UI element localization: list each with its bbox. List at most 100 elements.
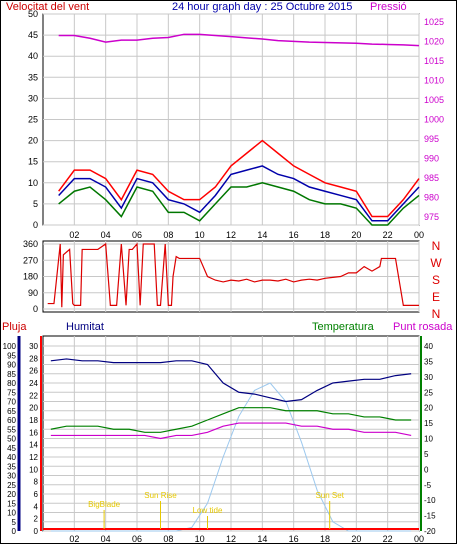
temperature-tick-label: 25 [424,388,433,397]
x-tick-label: 06 [132,534,142,544]
rain-tick-label: 2 [34,515,39,524]
humidity-tick-label: 70 [7,398,16,407]
x-tick-label: 20 [351,534,361,544]
humidity-tick-label: 50 [7,435,16,444]
x-tick-label: 14 [257,534,267,544]
low-line [58,182,420,226]
temperature-tick-label: 35 [424,357,433,366]
humidity-tick-label: 40 [7,453,16,462]
x-tick-label: 10 [195,534,205,544]
x-tick-label: 16 [289,534,299,544]
data-marks: BigBlade Sun Rise Low tide Sun Set [43,33,420,532]
humidity-tick-label: 60 [7,416,16,425]
axis-labels: 0202040406060808101012121414161618182020… [3,9,444,544]
x-tick-label: 04 [101,534,111,544]
x-tick-label: 20 [351,230,361,240]
pressure-tick-label: 1015 [424,56,444,66]
rain-tick-label: 0 [34,527,39,536]
wind-tick-label: 5 [33,199,38,209]
wind-tick-label: 15 [28,157,38,167]
x-tick-label: 10 [195,230,205,240]
dew-point-label: Punt rosada [393,321,453,333]
x-tick-label: 08 [163,230,173,240]
direction-tick-label: 360 [23,239,38,249]
rain-tick-label: 26 [29,367,38,376]
temperature-tick-label: -20 [424,527,436,536]
temperature-tick-label: -15 [424,512,436,521]
wind-tick-label: 40 [28,51,38,61]
x-tick-label: 18 [320,230,330,240]
pressure-label: Pressió [370,1,407,13]
rain-tick-label: 20 [29,404,38,413]
compass-label: S [432,273,440,287]
compass-label: E [432,290,440,304]
humidity-tick-label: 45 [7,444,16,453]
humidity-tick-label: 75 [7,388,16,397]
dew_point-line [50,422,412,440]
humidity-tick-label: 85 [7,370,16,379]
wind-tick-label: 45 [28,30,38,40]
pressure-tick-label: 995 [424,134,439,144]
temperature-tick-label: 15 [424,419,433,428]
wind-tick-label: 25 [28,115,38,125]
temperature-tick-label: -5 [424,481,432,490]
pressure-tick-label: 1005 [424,95,444,105]
rain-tick-label: 14 [29,441,38,450]
x-tick-label: 04 [101,230,111,240]
x-tick-label: 12 [226,230,236,240]
humidity-tick-label: 5 [12,518,17,527]
direction-tick-label: 0 [33,304,38,314]
sun-event-label: Sun Set [315,491,344,500]
x-tick-label: 00 [414,230,424,240]
rain-tick-label: 22 [29,391,38,400]
temperature-tick-label: 5 [424,450,429,459]
wind-tick-label: 0 [33,220,38,230]
humidity-tick-label: 100 [3,342,17,351]
rain-label: Pluja [2,321,27,333]
direction-tick-label: 180 [23,272,38,282]
humidity-tick-label: 90 [7,361,16,370]
pressure-tick-label: 1010 [424,75,444,85]
x-tick-label: 16 [289,230,299,240]
humidity-label: Humitat [66,321,104,333]
pressure-tick-label: 975 [424,212,439,222]
rain-tick-label: 8 [34,478,39,487]
x-tick-label: 22 [383,230,393,240]
wind-tick-label: 10 [28,178,38,188]
rain-tick-label: 28 [29,354,38,363]
wind-tick-label: 35 [28,72,38,82]
x-tick-label: 12 [226,534,236,544]
compass-label: N [432,239,441,253]
direction-tick-label: 270 [23,255,38,265]
wind-tick-label: 30 [28,93,38,103]
rain-tick-label: 6 [34,490,39,499]
x-tick-label: 08 [163,534,173,544]
gust-line [58,139,420,218]
humidity-tick-label: 15 [7,499,16,508]
x-tick-label: 18 [320,534,330,544]
rain-tick-label: 12 [29,453,38,462]
humidity-line [50,358,412,403]
pressure-tick-label: 980 [424,193,439,203]
rain-tick-label: 18 [29,416,38,425]
rain-tick-label: 30 [29,342,38,351]
humidity-tick-label: 10 [7,509,16,518]
compass-label: W [430,256,442,270]
wind-label: Velocitat del vent [6,1,89,13]
sun-event-label: Low tide [193,506,223,515]
humidity-tick-label: 20 [7,490,16,499]
rain-tick-label: 10 [29,465,38,474]
temperature-tick-label: 20 [424,404,433,413]
temperature-tick-label: 10 [424,435,433,444]
sun-event-label: BigBlade [88,500,121,509]
humidity-tick-label: 80 [7,379,16,388]
rain-tick-label: 4 [34,502,39,511]
pressure-line [58,33,420,47]
humidity-tick-label: 55 [7,425,16,434]
temperature-tick-label: 30 [424,373,433,382]
x-tick-label: 22 [383,534,393,544]
x-tick-label: 14 [257,230,267,240]
graph-title: 24 hour graph day : 25 Octubre 2015 [172,1,352,13]
